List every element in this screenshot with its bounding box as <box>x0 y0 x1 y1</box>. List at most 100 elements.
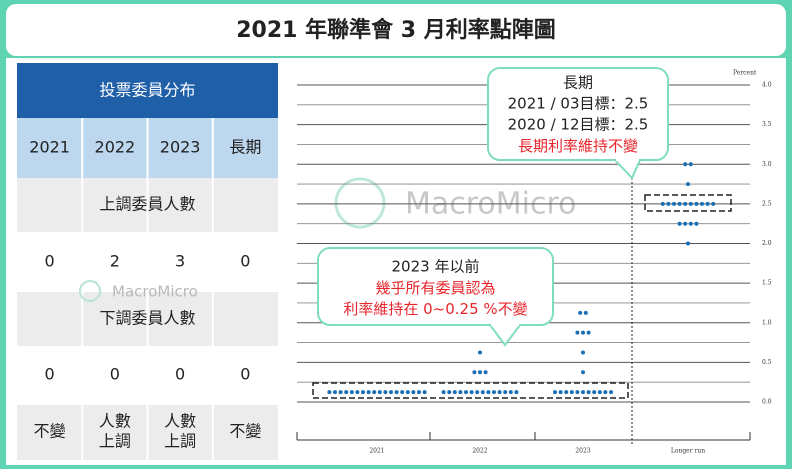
y-tick-label: 1.0 <box>762 319 772 326</box>
dot <box>677 221 682 226</box>
dot <box>553 390 557 395</box>
dot <box>686 241 690 246</box>
cell-value: 0 <box>175 365 185 384</box>
dot <box>483 370 488 375</box>
dot <box>564 390 569 395</box>
dot <box>694 201 699 206</box>
x-tick-label: 2023 <box>575 448 590 455</box>
dot <box>372 390 377 395</box>
dot <box>700 201 704 206</box>
watermark-icon <box>79 280 101 302</box>
dot <box>688 162 693 167</box>
callout-text: 長期 <box>563 74 593 92</box>
dot <box>478 350 482 355</box>
highlight-box <box>644 194 732 212</box>
dot <box>361 390 365 395</box>
header-row <box>17 63 278 118</box>
dot <box>400 390 405 395</box>
dot <box>586 330 591 335</box>
dot <box>344 390 349 395</box>
dot <box>660 201 665 206</box>
footer-cell: 上調 <box>99 432 131 451</box>
dot <box>597 390 602 395</box>
dot <box>586 390 591 395</box>
dot <box>581 370 585 375</box>
dot <box>683 162 688 167</box>
y-tick-label: 4.0 <box>762 82 772 89</box>
dot <box>475 390 480 395</box>
column-label: 長期 <box>229 138 261 157</box>
dot <box>472 370 477 375</box>
column-label: 2023 <box>160 138 201 157</box>
callout-text: 2021 / 03目標：2.5 <box>508 95 649 113</box>
column-label: 2022 <box>95 138 136 157</box>
cell-value: 0 <box>45 365 55 384</box>
y-tick-label: 0.5 <box>762 359 772 366</box>
dot <box>333 390 337 395</box>
y-tick-label: 0.0 <box>762 399 772 406</box>
footer-cell: 不變 <box>229 422 261 441</box>
dot <box>452 390 457 395</box>
dot <box>480 390 485 395</box>
x-tick-label: 2021 <box>369 448 384 455</box>
dot <box>447 390 452 395</box>
dot <box>422 390 427 395</box>
cell-value: 0 <box>240 365 250 384</box>
callout <box>317 247 554 326</box>
y-tick-label: 2.0 <box>762 240 772 247</box>
dot <box>383 390 388 395</box>
dot <box>672 201 676 206</box>
dot <box>569 390 574 395</box>
title: 2021 年聯準會 3 月利率點陣圖 <box>236 17 556 43</box>
dot <box>464 390 468 395</box>
title-bar <box>6 4 786 56</box>
callout-mask <box>616 157 639 161</box>
dot <box>711 201 716 206</box>
dot <box>503 390 508 395</box>
dot <box>705 201 710 206</box>
dot <box>338 390 343 395</box>
y-axis-label: Percent <box>733 70 757 77</box>
x-tick-label: 2022 <box>472 448 487 455</box>
footer-cell: 人數 <box>99 412 131 431</box>
y-tick-label: 3.5 <box>762 121 772 128</box>
dot <box>666 201 671 206</box>
cell-value: 0 <box>45 252 55 271</box>
y-tick-label: 2.5 <box>762 200 772 207</box>
cell-value: 0 <box>110 365 120 384</box>
dot <box>458 390 463 395</box>
dot <box>355 390 360 395</box>
dot <box>497 390 502 395</box>
dot <box>558 390 563 395</box>
footer-cell: 人數 <box>164 412 196 431</box>
dot <box>441 390 446 395</box>
dot <box>492 390 496 395</box>
dot <box>688 221 693 226</box>
dot <box>411 390 416 395</box>
dot <box>583 310 588 315</box>
dot <box>683 221 688 226</box>
dot <box>581 390 585 395</box>
dot <box>349 390 354 395</box>
callout-text: 2023 年以前 <box>392 258 480 276</box>
cell-value: 0 <box>240 252 250 271</box>
dot <box>469 390 474 395</box>
dot <box>486 390 491 395</box>
dot <box>514 390 519 395</box>
column-label: 2021 <box>29 138 70 157</box>
dot <box>575 330 580 335</box>
dot <box>592 390 597 395</box>
dot-chart: MacroMicro0.00.51.01.52.02.53.03.54.0Per… <box>296 67 772 455</box>
dot <box>609 390 613 395</box>
dot <box>405 390 410 395</box>
callout <box>487 67 669 161</box>
footer-cell: 不變 <box>34 422 66 441</box>
dot <box>377 390 382 395</box>
watermark: MacroMicro <box>112 283 198 301</box>
dot <box>575 390 580 395</box>
dot <box>578 310 583 315</box>
dot <box>394 390 399 395</box>
callout-highlight: 長期利率維持不變 <box>518 137 638 155</box>
